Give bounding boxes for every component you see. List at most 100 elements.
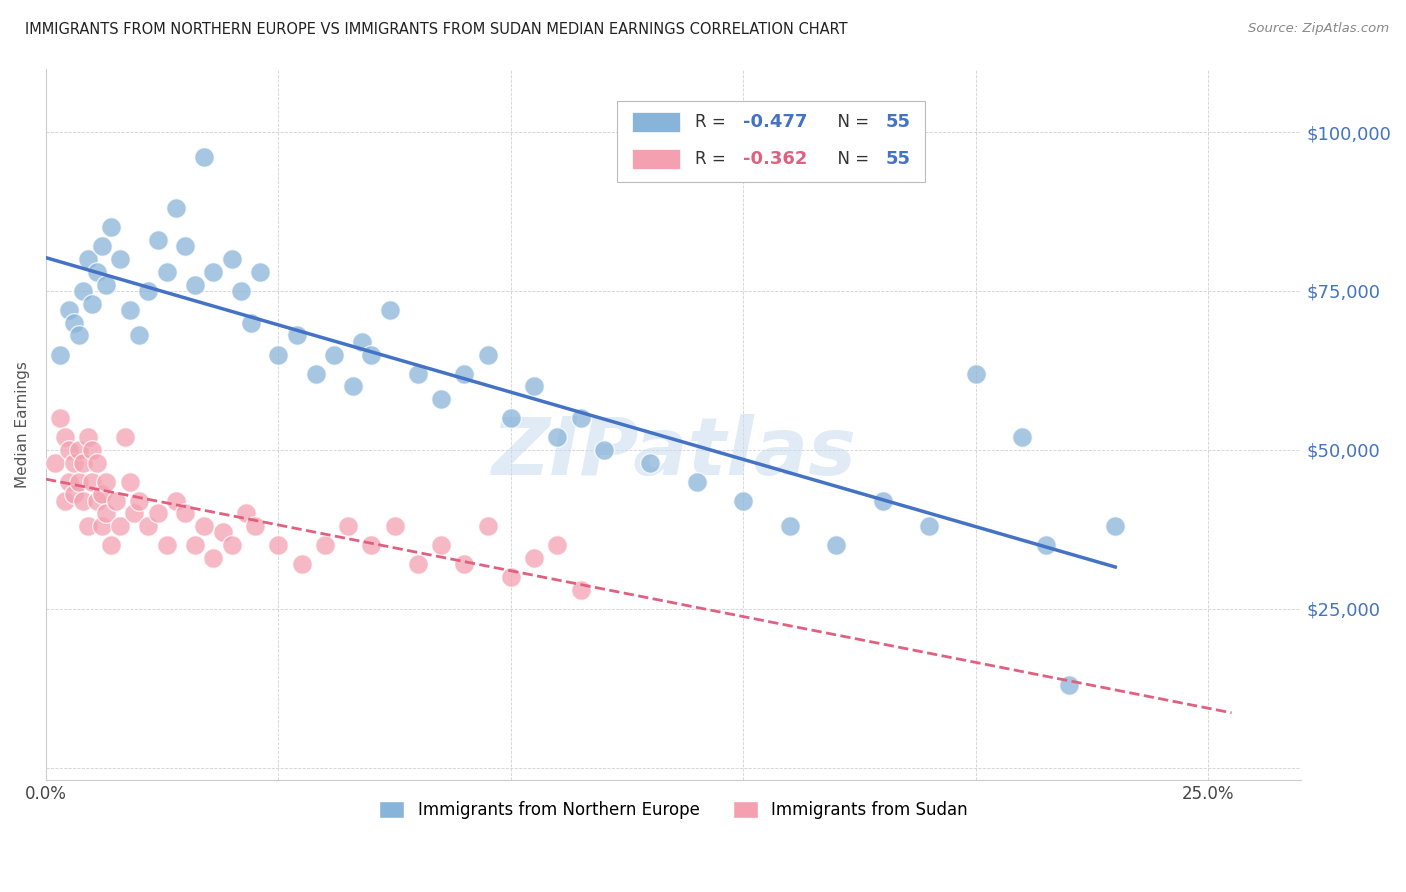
Text: 55: 55 [886, 113, 911, 131]
Point [453, 558, 475, 572]
Point [239, 316, 262, 330]
Point [231, 284, 253, 298]
Point [211, 525, 233, 540]
Point [267, 347, 290, 361]
Point [72, 493, 94, 508]
Point [193, 519, 215, 533]
Point [360, 347, 382, 361]
Point [104, 493, 127, 508]
Point [58, 475, 80, 489]
Point [477, 347, 499, 361]
Point [360, 538, 382, 552]
Text: -0.362: -0.362 [742, 150, 807, 168]
Point [128, 328, 150, 343]
FancyBboxPatch shape [633, 112, 681, 132]
Point [267, 538, 290, 552]
Point [337, 519, 360, 533]
Point [110, 519, 132, 533]
Point [965, 367, 987, 381]
Point [63, 456, 86, 470]
Point [430, 538, 453, 552]
Point [733, 493, 755, 508]
Point [90, 487, 112, 501]
Point [67, 328, 90, 343]
FancyBboxPatch shape [633, 149, 681, 169]
Text: IMMIGRANTS FROM NORTHERN EUROPE VS IMMIGRANTS FROM SUDAN MEDIAN EARNINGS CORRELA: IMMIGRANTS FROM NORTHERN EUROPE VS IMMIG… [25, 22, 848, 37]
Point [82, 475, 104, 489]
Point [82, 442, 104, 457]
Point [1011, 430, 1033, 444]
Point [96, 277, 118, 292]
Point [285, 328, 308, 343]
Point [342, 379, 364, 393]
Point [63, 487, 86, 501]
Point [100, 220, 122, 235]
Point [136, 519, 159, 533]
Point [44, 456, 66, 470]
Text: Source: ZipAtlas.com: Source: ZipAtlas.com [1249, 22, 1389, 36]
Point [76, 519, 98, 533]
Point [499, 570, 522, 584]
Point [72, 456, 94, 470]
Point [58, 303, 80, 318]
Point [918, 519, 941, 533]
Point [304, 367, 326, 381]
Point [174, 239, 197, 253]
Point [477, 519, 499, 533]
Point [49, 411, 72, 425]
Point [67, 475, 90, 489]
Point [523, 379, 546, 393]
Point [221, 538, 243, 552]
Point [136, 284, 159, 298]
Text: R =: R = [695, 113, 731, 131]
Point [86, 265, 108, 279]
Point [100, 538, 122, 552]
Point [430, 392, 453, 406]
Point [314, 538, 336, 552]
FancyBboxPatch shape [617, 101, 925, 182]
Point [90, 239, 112, 253]
Point [110, 252, 132, 267]
Point [593, 442, 616, 457]
Point [499, 411, 522, 425]
Point [53, 493, 76, 508]
Point [1104, 519, 1126, 533]
Point [1057, 678, 1080, 692]
Point [156, 538, 179, 552]
Point [202, 265, 225, 279]
Point [156, 265, 179, 279]
Point [184, 277, 207, 292]
Text: R =: R = [695, 150, 731, 168]
Legend: Immigrants from Northern Europe, Immigrants from Sudan: Immigrants from Northern Europe, Immigra… [373, 794, 974, 825]
Text: N =: N = [827, 113, 875, 131]
Point [221, 252, 243, 267]
Point [146, 233, 169, 247]
Point [184, 538, 207, 552]
Point [96, 507, 118, 521]
Point [546, 538, 568, 552]
Point [86, 456, 108, 470]
Point [352, 334, 374, 349]
Point [202, 550, 225, 565]
Point [118, 475, 141, 489]
Point [1035, 538, 1057, 552]
Point [569, 411, 592, 425]
Point [193, 151, 215, 165]
Point [96, 475, 118, 489]
Text: 55: 55 [886, 150, 911, 168]
Point [546, 430, 568, 444]
Point [249, 265, 271, 279]
Point [82, 296, 104, 310]
Text: N =: N = [827, 150, 875, 168]
Point [118, 303, 141, 318]
Point [291, 558, 314, 572]
Point [86, 493, 108, 508]
Point [323, 347, 346, 361]
Text: ZIPatlas: ZIPatlas [491, 414, 856, 491]
Point [72, 284, 94, 298]
Point [165, 493, 187, 508]
Point [58, 442, 80, 457]
Point [406, 367, 429, 381]
Point [569, 582, 592, 597]
Point [453, 367, 475, 381]
